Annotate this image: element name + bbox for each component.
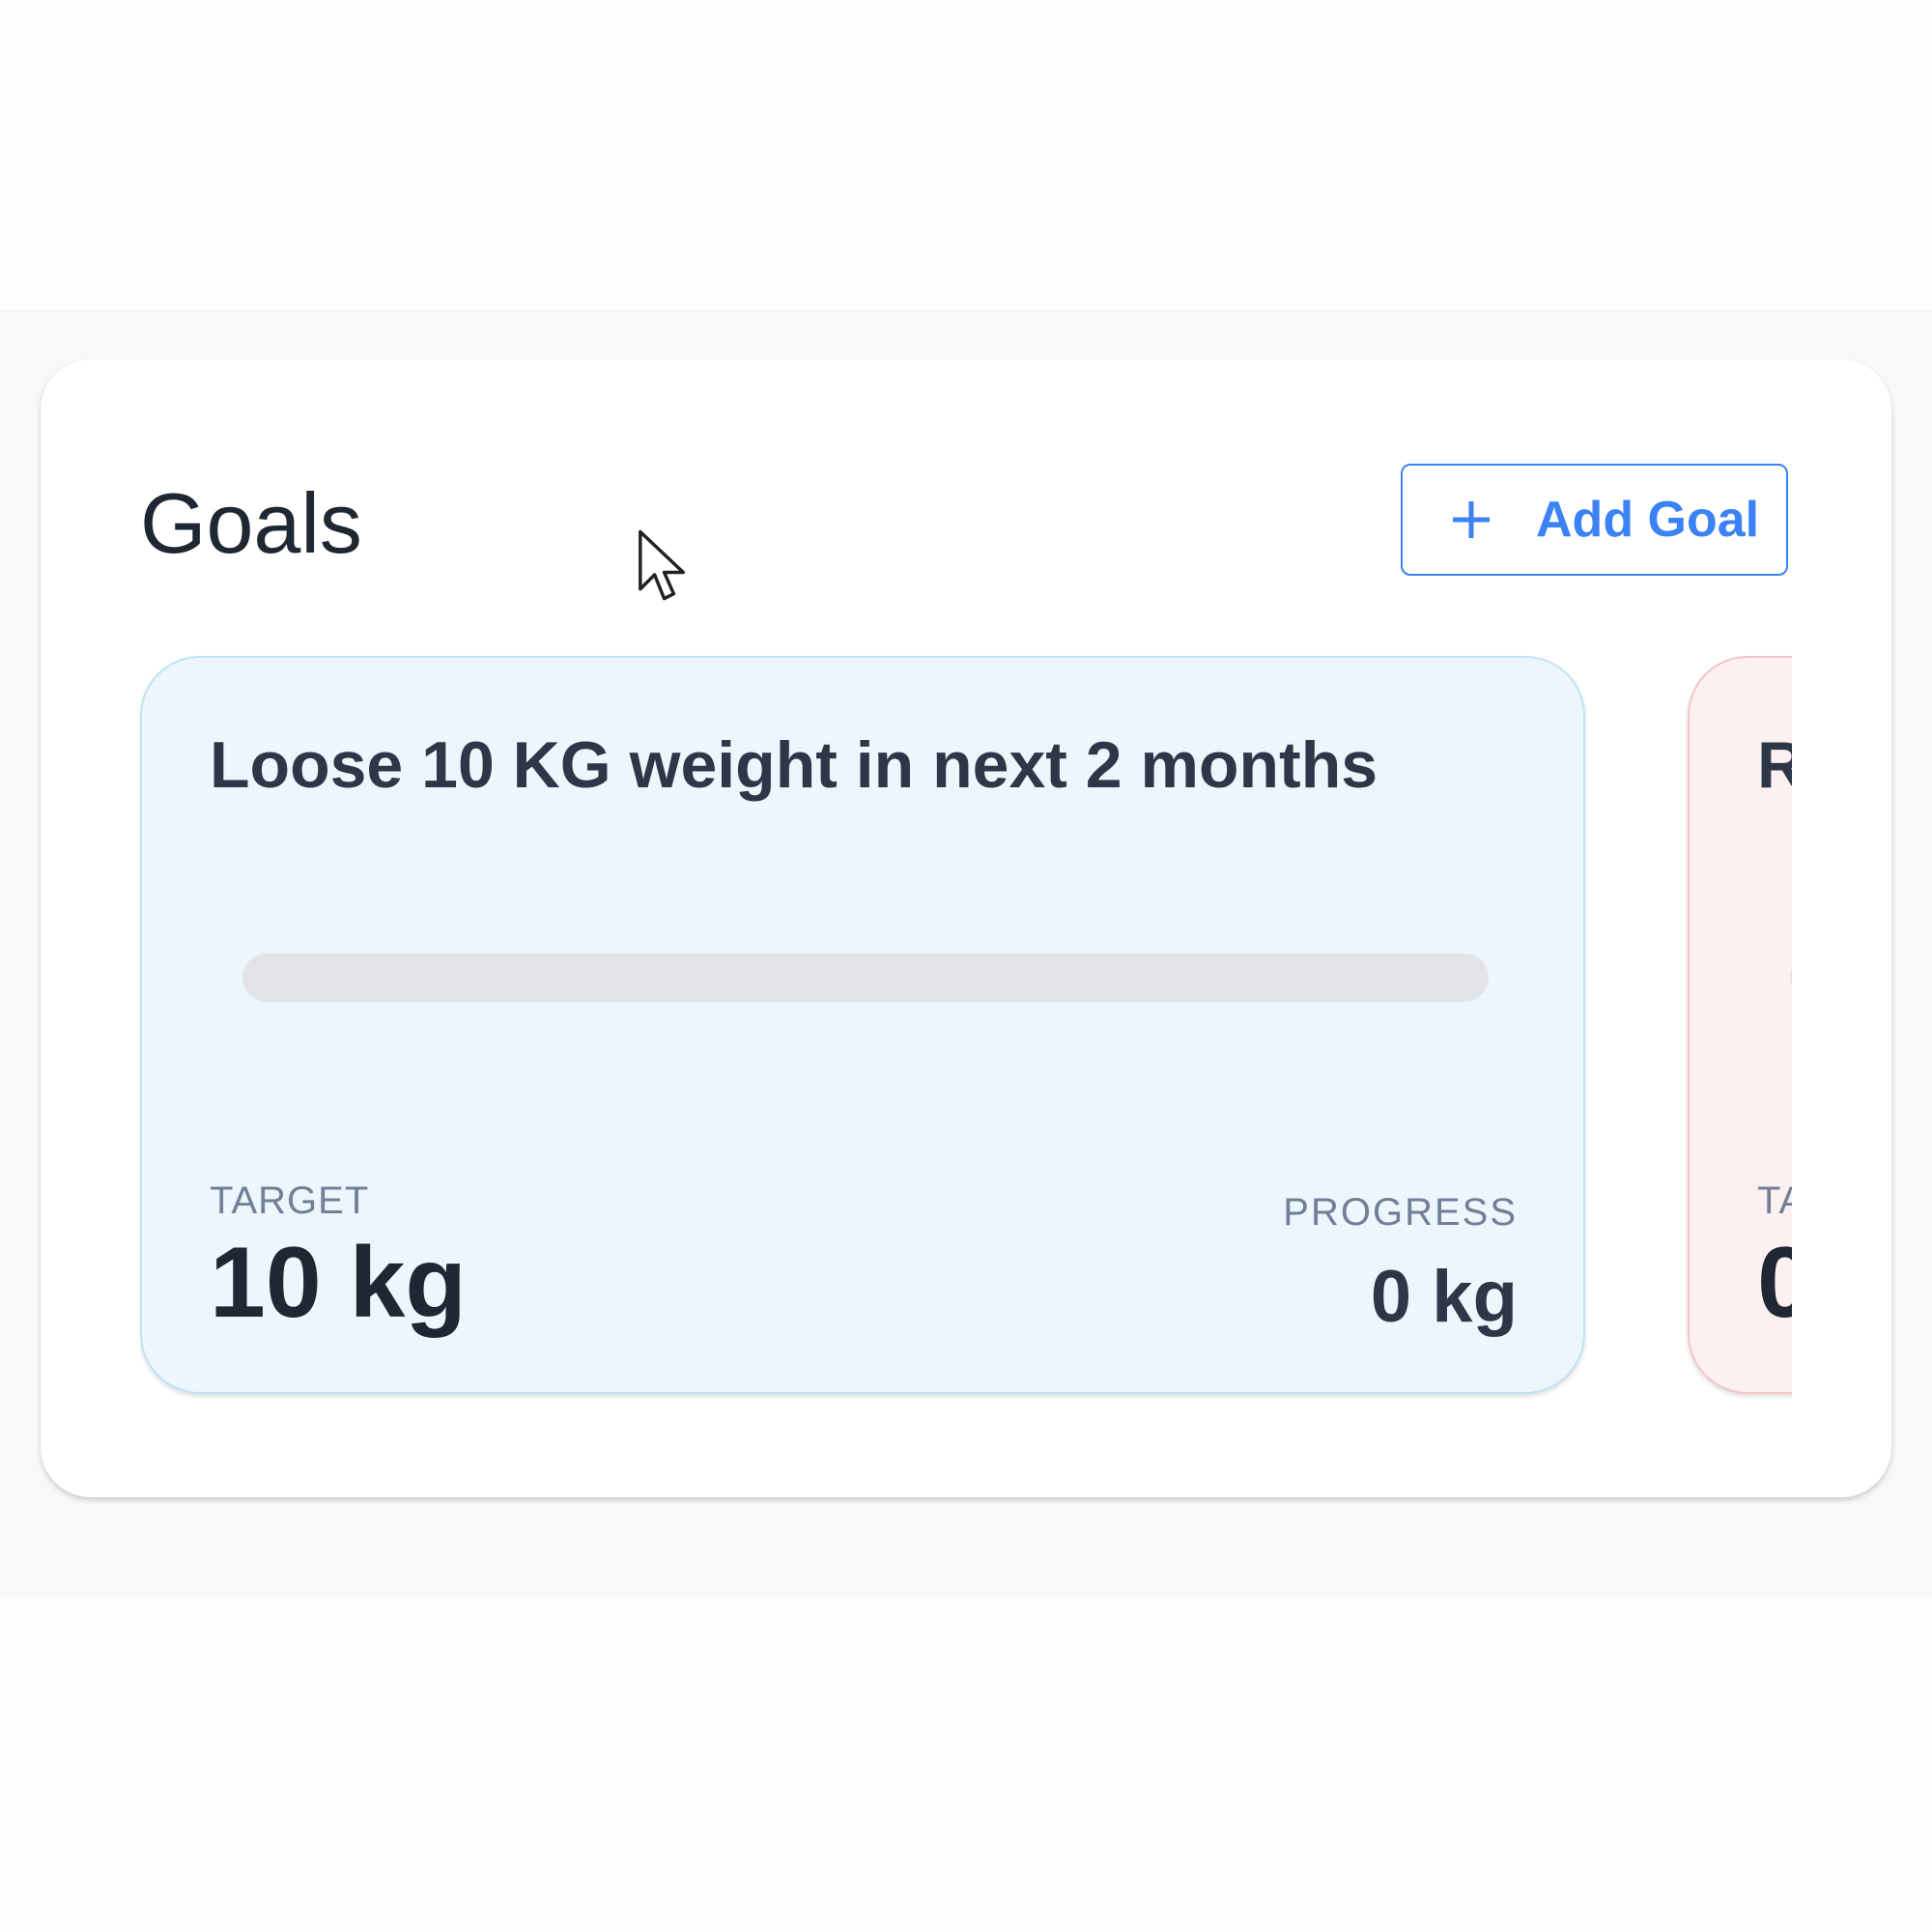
progress-track [242, 953, 1489, 1002]
target-label: TA [1757, 1179, 1792, 1222]
plus-icon [1453, 501, 1490, 538]
mouse-cursor [639, 529, 686, 601]
goal-title: Loose 10 KG weight in next 2 months [210, 728, 1378, 802]
progress-value: 0 kg [1370, 1256, 1518, 1338]
goal-card[interactable]: Loose 10 KG weight in next 2 months TARG… [140, 656, 1585, 1394]
add-goal-button[interactable]: Add Goal [1401, 464, 1788, 576]
target-value: 0 [1757, 1227, 1792, 1339]
target-value: 10 kg [210, 1227, 467, 1339]
panel-title: Goals [140, 475, 362, 571]
progress-label: PROGRESS [1283, 1191, 1518, 1234]
target-label: TARGET [210, 1179, 370, 1222]
goal-title: R [1757, 728, 1792, 802]
progress-track [1790, 953, 1792, 1002]
button-label: Add Goal [1536, 492, 1760, 548]
goal-card[interactable]: R TA 0 [1688, 656, 1792, 1394]
goal-list: Loose 10 KG weight in next 2 months TARG… [140, 656, 1792, 1400]
